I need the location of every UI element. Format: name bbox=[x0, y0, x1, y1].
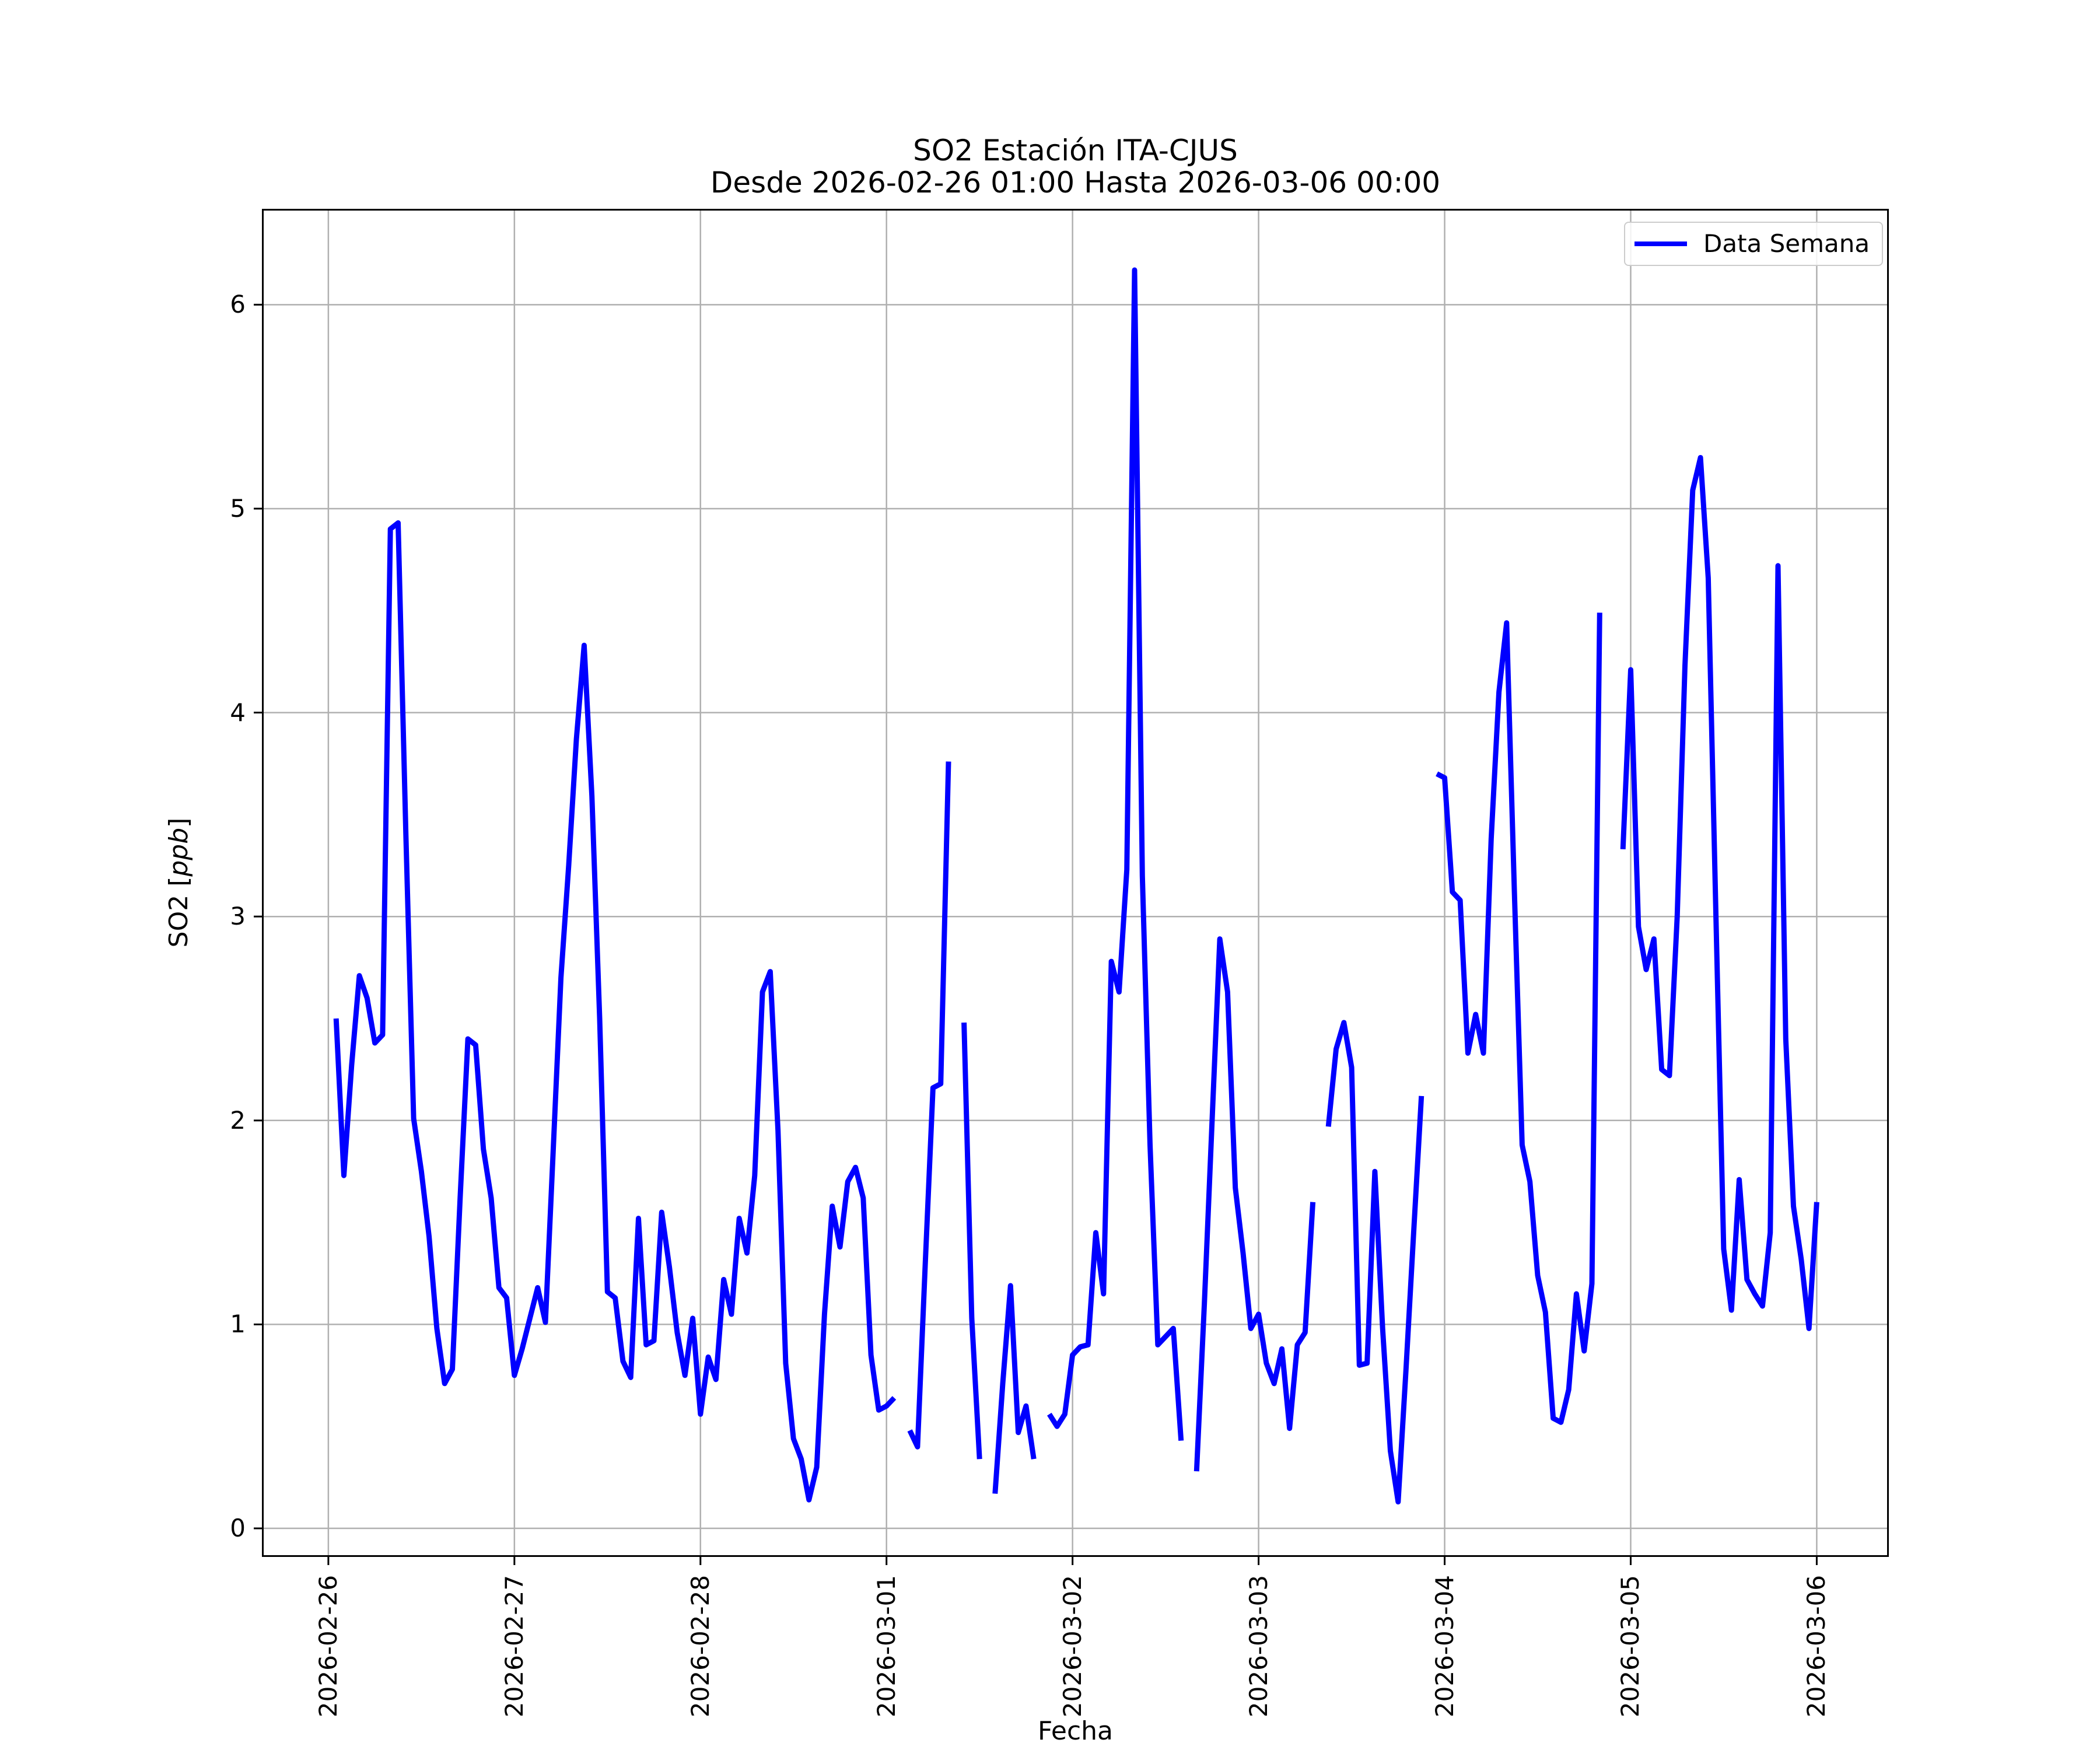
gridlines bbox=[262, 209, 1889, 1557]
legend: Data Semana bbox=[1624, 222, 1883, 266]
series-line bbox=[333, 267, 1819, 1505]
y-tick-label: 4 bbox=[230, 698, 246, 727]
y-tick-label: 0 bbox=[230, 1514, 246, 1543]
y-tick-label: 6 bbox=[230, 290, 246, 319]
y-tick-label: 5 bbox=[230, 494, 246, 523]
plot-canvas bbox=[254, 209, 1889, 1565]
chart-title: SO2 Estación ITA-CJUS Desde 2026-02-26 0… bbox=[262, 135, 1889, 199]
chart-title-line1: SO2 Estación ITA-CJUS bbox=[913, 134, 1238, 167]
y-tick-label: 3 bbox=[230, 902, 246, 931]
chart-title-line2: Desde 2026-02-26 01:00 Hasta 2026-03-06 … bbox=[710, 166, 1441, 200]
plot-area bbox=[254, 209, 1889, 1565]
legend-label: Data Semana bbox=[1703, 229, 1870, 258]
y-axis-label-prefix: SO2 [ bbox=[164, 876, 194, 948]
legend-line-sample-icon bbox=[1634, 242, 1687, 246]
tick-marks bbox=[254, 303, 1818, 1565]
y-axis-label-units: ppb bbox=[164, 827, 194, 877]
y-tick-label: 1 bbox=[230, 1310, 246, 1339]
x-axis-label: Fecha bbox=[1037, 1716, 1113, 1746]
plot-spines bbox=[262, 209, 1889, 1557]
y-tick-label: 2 bbox=[230, 1105, 246, 1135]
y-axis-label-suffix: ] bbox=[164, 817, 194, 828]
